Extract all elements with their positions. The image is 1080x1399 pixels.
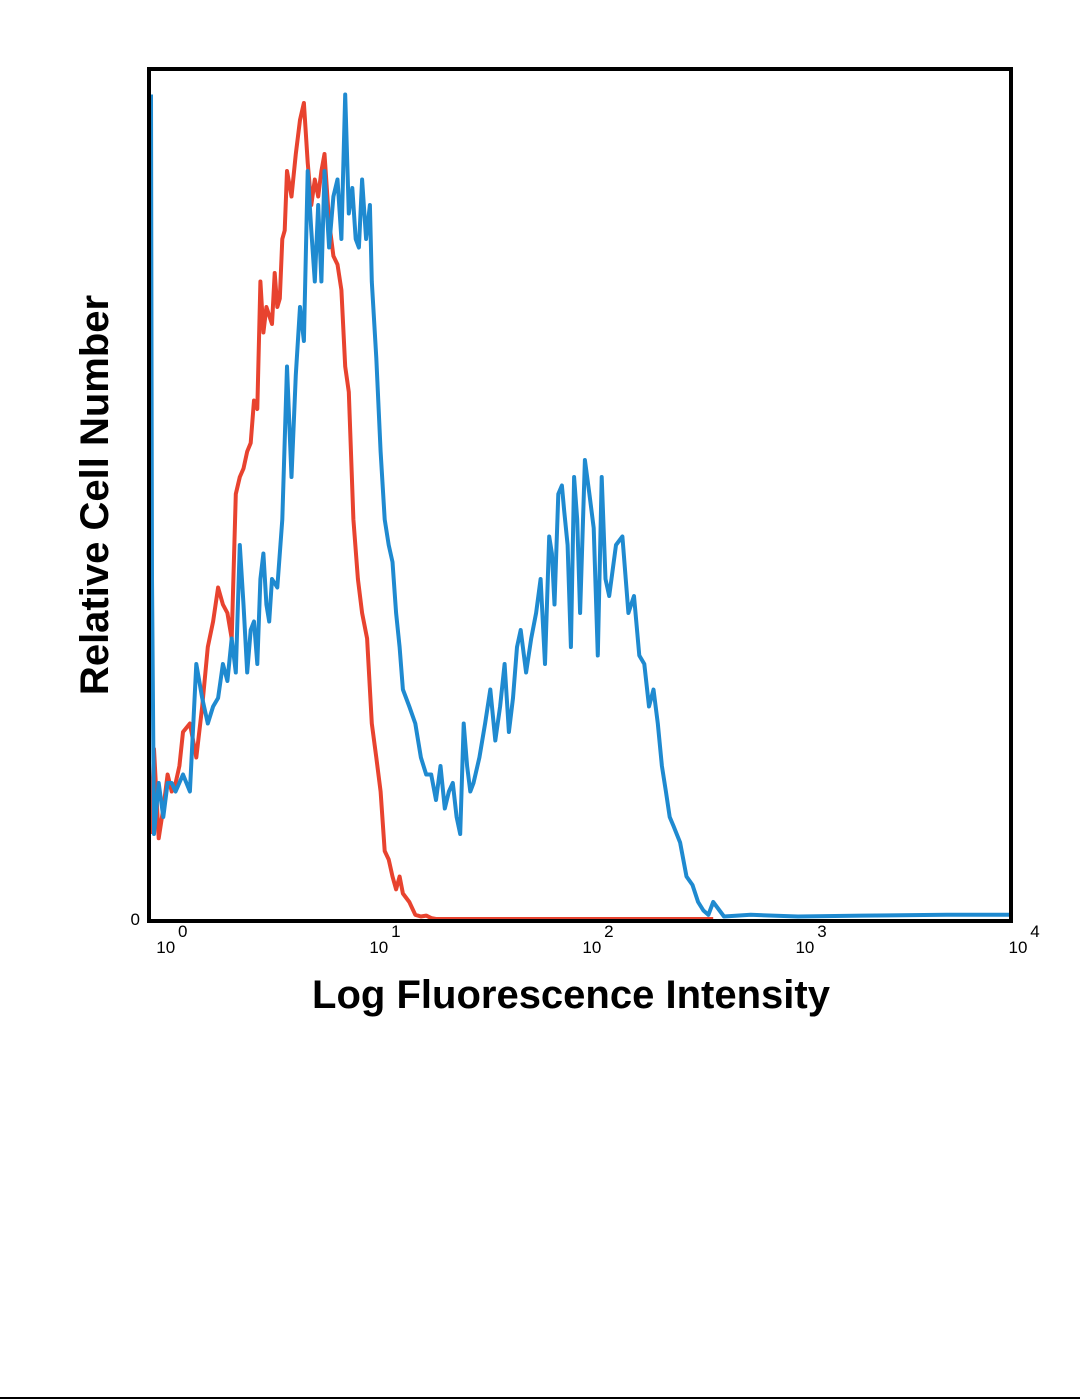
x-tick-base: 10: [795, 938, 814, 957]
series-line-1: [149, 101, 714, 921]
x-tick-label-4: 104: [1009, 922, 1040, 957]
y-tick-labels: 0: [131, 910, 140, 929]
x-tick-exponent: 4: [1030, 922, 1039, 941]
x-tick-base: 10: [1009, 938, 1028, 957]
x-tick-exponent: 2: [604, 922, 613, 941]
x-tick-label-2: 102: [582, 922, 613, 957]
x-tick-label-1: 101: [369, 922, 400, 957]
x-tick-exponent: 1: [391, 922, 400, 941]
series-layer: [149, 92, 1011, 921]
x-tick-base: 10: [156, 938, 175, 957]
series-line-2: [149, 92, 1011, 919]
x-axis-label: Log Fluorescence Intensity: [312, 973, 831, 1017]
plot-frame: [147, 67, 1013, 923]
x-tick-label-0: 100: [156, 922, 187, 957]
x-tick-exponent: 0: [178, 922, 187, 941]
x-tick-exponent: 3: [817, 922, 826, 941]
y-tick-label-0: 0: [131, 910, 140, 929]
bottom-border: [0, 1397, 1080, 1399]
x-tick-label-3: 103: [795, 922, 826, 957]
x-tick-base: 10: [369, 938, 388, 957]
y-axis-label: Relative Cell Number: [73, 295, 117, 695]
x-tick-base: 10: [582, 938, 601, 957]
